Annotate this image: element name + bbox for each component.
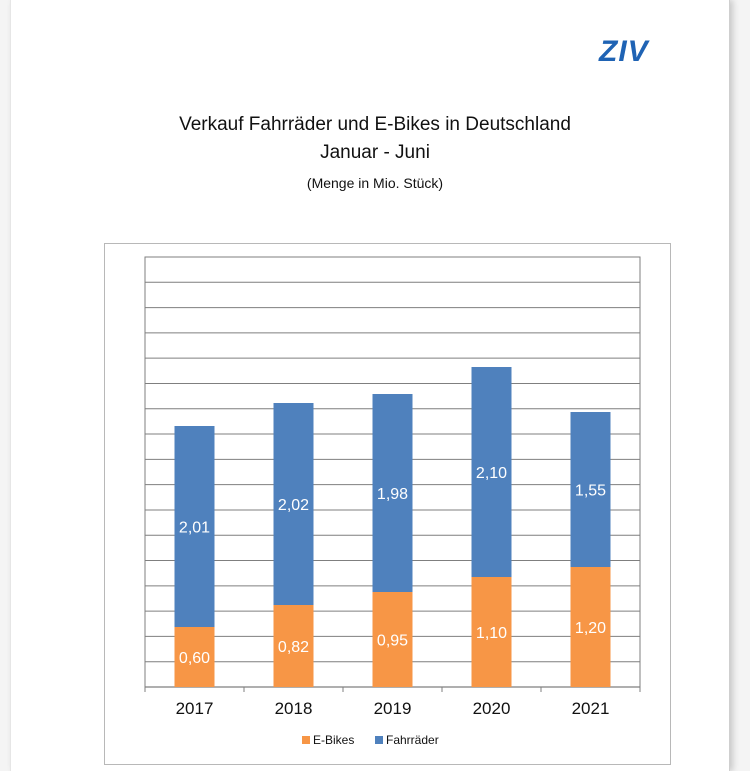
bar-fahrraeder — [273, 403, 314, 605]
data-label: 2,01 — [179, 520, 210, 537]
chart-subtitle: Januar - Juni — [320, 142, 430, 163]
data-label: 0,60 — [179, 650, 210, 667]
legend-label: Fahrräder — [386, 733, 439, 747]
data-label: 0,82 — [278, 639, 309, 656]
chart-title: Verkauf Fahrräder und E-Bikes in Deutsch… — [179, 114, 571, 135]
data-label: 1,20 — [575, 620, 606, 637]
data-label: 1,55 — [575, 483, 606, 500]
data-label: 0,95 — [377, 633, 408, 650]
x-tick-label: 2017 — [176, 699, 214, 718]
x-tick-label: 2018 — [275, 699, 313, 718]
data-label: 2,02 — [278, 497, 309, 514]
bar-ebikes — [372, 592, 413, 687]
data-label: 1,10 — [476, 625, 507, 642]
bar-fahrraeder — [174, 426, 215, 627]
legend-swatch — [375, 736, 383, 744]
bar-ebikes — [570, 567, 611, 687]
legend-swatch — [302, 736, 310, 744]
bar-ebikes — [471, 577, 512, 687]
data-label: 2,10 — [476, 465, 507, 482]
bar-fahrraeder — [471, 367, 512, 577]
chart-unit-note: (Menge in Mio. Stück) — [306, 175, 444, 191]
ziv-logo: ZIV — [599, 35, 649, 68]
bar-fahrraeder — [372, 394, 413, 592]
data-label: 1,98 — [377, 486, 408, 503]
x-tick-label: 2021 — [572, 699, 610, 718]
x-tick-label: 2020 — [473, 699, 511, 718]
legend-label: E-Bikes — [313, 733, 354, 747]
bar-ebikes — [174, 627, 215, 687]
x-tick-label: 2019 — [374, 699, 412, 718]
bar-ebikes — [273, 605, 314, 687]
bar-fahrraeder — [570, 412, 611, 567]
